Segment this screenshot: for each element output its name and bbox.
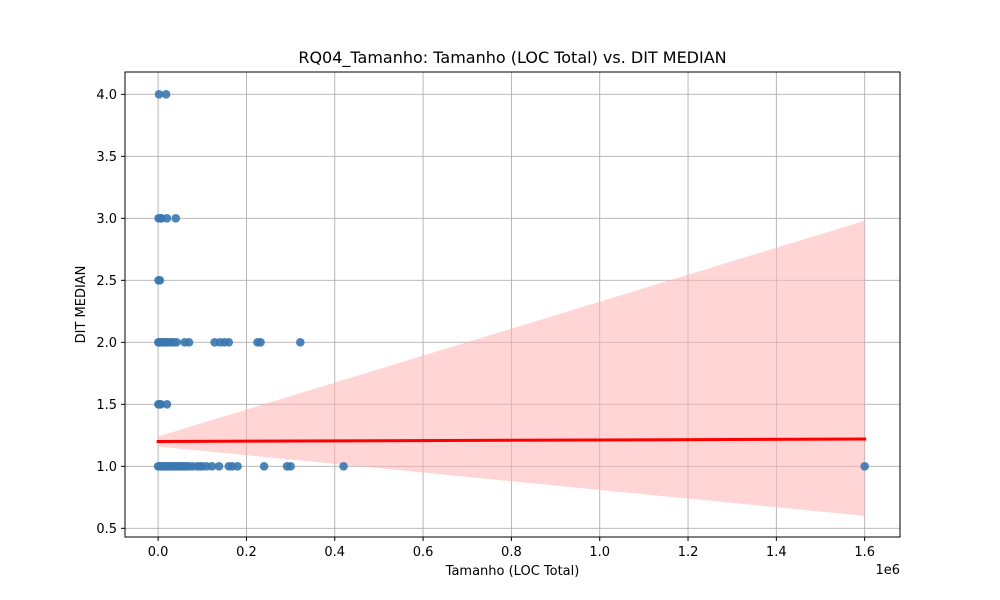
y-tick-label: 0.5 (96, 522, 117, 537)
data-point (860, 462, 869, 471)
x-axis-label: Tamanho (LOC Total) (445, 564, 580, 579)
y-tick-label: 1.0 (96, 460, 117, 475)
x-tick-label: 1.2 (678, 545, 699, 560)
y-tick-label: 3.5 (96, 150, 117, 165)
ticks-layer: 0.0 0.2 0.4 0.6 0.8 1.0 1.2 1.4 1.6 0.5 1.0 1.5 2.0 2… (96, 88, 875, 560)
x-tick-label: 1.0 (589, 545, 610, 560)
data-point (184, 338, 194, 347)
data-point (161, 90, 171, 99)
data-point (256, 338, 265, 347)
y-tick-label: 3.0 (96, 212, 117, 227)
plot-frame (124, 71, 901, 538)
data-point (214, 462, 224, 471)
regression-line-layer (156, 437, 867, 444)
data-point (162, 214, 172, 223)
data-point (154, 90, 164, 99)
data-point (224, 338, 234, 347)
x-tick-label: 0.2 (236, 545, 257, 560)
data-point (162, 400, 172, 409)
x-tick-label: 0.8 (501, 545, 522, 560)
data-point (171, 214, 181, 223)
x-tick-label: 0.4 (324, 545, 345, 560)
points-layer (153, 90, 869, 471)
y-tick-label: 2.5 (96, 274, 117, 289)
data-point (339, 462, 348, 471)
data-point (172, 338, 181, 347)
regression-line (156, 437, 867, 444)
chart-title: RQ04_Tamanho: Tamanho (LOC Total) vs. DI… (298, 48, 726, 68)
y-tick-label: 4.0 (96, 88, 117, 103)
x-tick-label: 1.6 (854, 545, 875, 560)
x-tick-label: 1.4 (766, 545, 787, 560)
data-point (296, 338, 305, 347)
data-point (156, 400, 166, 409)
x-tick-label: 0.0 (148, 545, 169, 560)
x-tick-label: 0.6 (413, 545, 434, 560)
y-axis-label: DIT MEDIAN (74, 266, 89, 344)
data-point (233, 462, 242, 471)
x-axis-offset-label: 1e6 (875, 563, 900, 578)
data-point (259, 462, 269, 471)
data-point (155, 276, 165, 285)
data-point (286, 462, 295, 471)
y-tick-label: 2.0 (96, 336, 117, 351)
y-tick-label: 1.5 (96, 398, 117, 413)
data-point (207, 462, 217, 471)
